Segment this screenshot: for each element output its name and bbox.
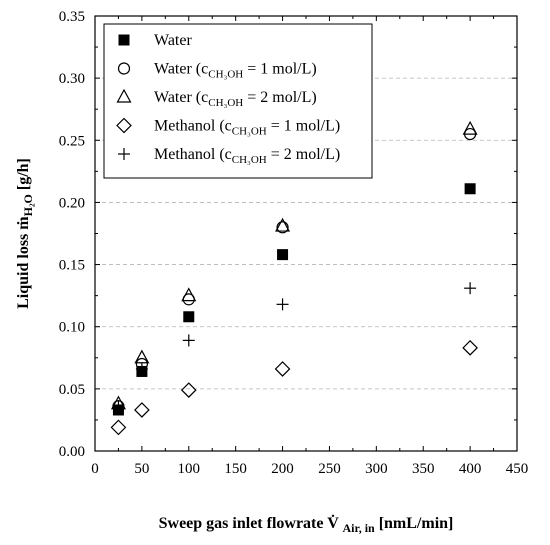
x-tick-label: 0 bbox=[91, 461, 99, 477]
data-point bbox=[181, 287, 197, 302]
x-tick-label: 50 bbox=[134, 461, 149, 477]
axes bbox=[94, 15, 518, 452]
y-tick-label: 0.00 bbox=[59, 444, 85, 460]
legend-entry: Methanol (cCH₃OH = 1 mol/L) bbox=[154, 118, 340, 138]
legend-marker bbox=[117, 62, 131, 75]
x-tick-label: 100 bbox=[178, 461, 201, 477]
y-tick-label: 0.15 bbox=[59, 258, 85, 274]
data-point bbox=[464, 282, 477, 295]
x-tick-label: 350 bbox=[412, 461, 435, 477]
legend-entry: Methanol (cCH₃OH = 2 mol/L) bbox=[154, 146, 340, 166]
axis-titles: Sweep gas inlet flowrate V̇ Air, in [nmL… bbox=[15, 158, 453, 535]
data-point bbox=[464, 183, 476, 195]
x-tick-label: 450 bbox=[506, 461, 529, 477]
data-point bbox=[112, 400, 125, 413]
legend-entry: Water (cCH₃OH = 1 mol/L) bbox=[154, 61, 317, 81]
data-point bbox=[462, 339, 478, 356]
data-point bbox=[277, 249, 289, 261]
data-points bbox=[110, 120, 478, 436]
tick-labels: 0.00 0.05 0.10 0.15 0.20 0.25 0.30 0.35 0 50 100 15… bbox=[59, 9, 529, 477]
legend-marker bbox=[116, 88, 132, 103]
legend: Water Water (cCH₃OH = 1 mol/L) Water (cCH₃… bbox=[103, 23, 373, 179]
data-point bbox=[274, 361, 291, 377]
data-point bbox=[183, 311, 195, 323]
legend-entry: Water bbox=[154, 32, 192, 49]
y-tick-label: 0.30 bbox=[59, 71, 85, 87]
plot-frame bbox=[94, 15, 518, 452]
x-tick-label: 300 bbox=[365, 461, 388, 477]
y-axis-title: Liquid loss ṁH₂O [g/h] bbox=[15, 158, 35, 309]
legend-entry: Water (cCH₃OH = 2 mol/L) bbox=[154, 89, 317, 109]
legend-marker bbox=[118, 148, 130, 160]
x-tick-label: 250 bbox=[318, 461, 341, 477]
data-point bbox=[110, 419, 127, 436]
y-tick-label: 0.05 bbox=[59, 382, 85, 398]
legend-marker bbox=[118, 34, 130, 46]
y-tick-label: 0.35 bbox=[59, 9, 85, 25]
data-point bbox=[180, 382, 197, 398]
x-tick-label: 200 bbox=[271, 461, 294, 477]
x-tick-label: 400 bbox=[459, 461, 482, 477]
data-point bbox=[276, 221, 289, 234]
data-point bbox=[462, 120, 478, 135]
y-tick-label: 0.20 bbox=[59, 195, 85, 211]
x-tick-label: 150 bbox=[224, 461, 247, 477]
data-point bbox=[134, 402, 150, 418]
x-axis-title: Sweep gas inlet flowrate V̇ Air, in [nmL… bbox=[159, 513, 454, 535]
data-point bbox=[135, 362, 148, 375]
legend-box bbox=[103, 23, 373, 179]
data-point bbox=[276, 298, 289, 311]
legend-marker bbox=[116, 117, 132, 134]
data-point bbox=[182, 334, 195, 347]
data-point bbox=[134, 349, 150, 364]
y-tick-label: 0.25 bbox=[59, 133, 85, 149]
data-point bbox=[275, 217, 291, 232]
y-tick-label: 0.10 bbox=[59, 320, 85, 336]
